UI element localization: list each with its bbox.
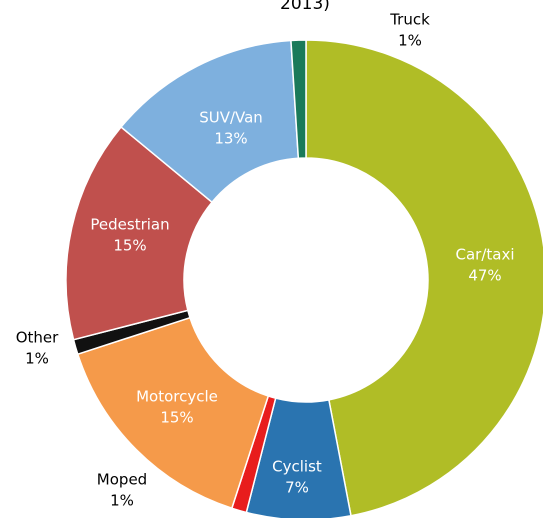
segment-value: 13% bbox=[214, 130, 247, 148]
segment-value: 1% bbox=[25, 350, 49, 368]
segment-value: 1% bbox=[398, 32, 422, 50]
segment bbox=[120, 39, 300, 204]
segment-label: Moped bbox=[97, 471, 147, 489]
segment-label: Pedestrian bbox=[90, 216, 169, 234]
chart-title: 2013) bbox=[280, 0, 330, 14]
segment bbox=[65, 125, 214, 341]
segment-value: 15% bbox=[113, 237, 146, 255]
segment bbox=[76, 316, 270, 510]
segment-value: 7% bbox=[285, 479, 309, 497]
segment bbox=[290, 39, 307, 160]
segment-label: Other bbox=[16, 329, 59, 347]
segment-label: Truck bbox=[389, 11, 430, 29]
segment bbox=[305, 39, 543, 517]
segment-label: Cyclist bbox=[272, 458, 322, 476]
segment-label: SUV/Van bbox=[199, 109, 263, 127]
segment-value: 1% bbox=[110, 492, 134, 510]
segment-label: Car/taxi bbox=[455, 246, 514, 264]
segment-value: 15% bbox=[160, 409, 193, 427]
segment-value: 47% bbox=[468, 267, 501, 285]
segment-label: Motorcycle bbox=[136, 388, 218, 406]
